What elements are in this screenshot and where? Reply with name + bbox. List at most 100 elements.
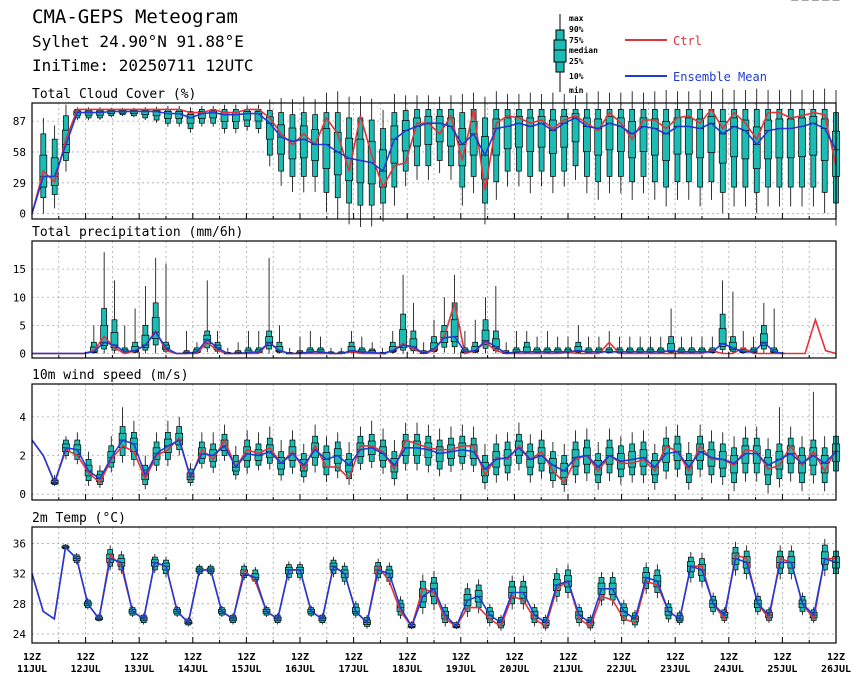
box-25-75 <box>560 115 569 148</box>
box-25-75 <box>639 117 648 152</box>
ctrl-line <box>31 108 837 214</box>
legend: max 90% 75%median 25% 10% min Ctrl Ensemble Mea… <box>553 14 767 95</box>
y-tick-label: 15 <box>13 263 26 276</box>
box-25-75 <box>662 121 670 161</box>
init-time-label: IniTime: 20250711 12UTC <box>32 56 254 75</box>
ensemble-mean-line <box>31 110 837 214</box>
x-date-label: 14JUL <box>178 664 208 675</box>
box-25-75 <box>515 115 523 148</box>
x-date-label: 11JUL <box>17 664 47 675</box>
x-hour-label: 12Z <box>291 652 309 663</box>
x-hour-label: 12Z <box>237 652 255 663</box>
y-tick-label: 4 <box>19 411 26 424</box>
box-25-75 <box>265 336 273 346</box>
x-hour-label: 12Z <box>452 652 470 663</box>
box-25-75 <box>571 113 580 143</box>
legend-label-5: 10% <box>569 72 584 81</box>
y-tick-label: 0 <box>19 488 26 501</box>
y-tick-label: 58 <box>13 146 26 159</box>
x-date-label: 24JUL <box>714 664 744 675</box>
x-date-label: 18JUL <box>392 664 422 675</box>
box-25-75 <box>447 117 455 147</box>
y-tick-label: 36 <box>13 538 26 551</box>
box-25-75 <box>526 117 535 152</box>
box-25-75 <box>764 119 772 160</box>
box-25-75 <box>684 117 693 155</box>
box-25-75 <box>401 120 410 152</box>
panel-1: Total Cloud Cover (%) 0 29 58 87 <box>13 87 840 227</box>
y-tick-label: 10 <box>13 291 26 304</box>
x-hour-label: 12Z <box>666 652 684 663</box>
ensemble-mean-line <box>31 438 837 485</box>
x-hour-label: 12Z <box>720 652 738 663</box>
x-date-label: 16JUL <box>285 664 315 675</box>
legend-ctrl-label: Ctrl <box>673 34 702 48</box>
box-25-75 <box>243 111 252 121</box>
chart-title: CMA-GEPS Meteogram <box>32 6 238 28</box>
box-25-75 <box>730 117 738 158</box>
box-25-75 <box>574 346 583 352</box>
box-25-75 <box>820 118 829 161</box>
x-date-label: 23JUL <box>660 664 690 675</box>
legend-box-inner <box>553 39 567 63</box>
box-25-75 <box>583 117 591 152</box>
ensemble-mean-line <box>32 330 785 355</box>
box-25-75 <box>798 117 806 158</box>
x-hour-label: 12Z <box>23 652 41 663</box>
location-label: Sylhet 24.90°N 91.88°E <box>32 32 244 51</box>
box-25-75 <box>152 110 161 117</box>
box-25-75 <box>164 111 172 119</box>
box-25-75 <box>399 329 407 348</box>
box-25-75 <box>616 117 625 152</box>
box-25-75 <box>231 111 240 122</box>
x-hour-label: 12Z <box>827 652 845 663</box>
box-25-75 <box>759 333 768 346</box>
legend-label-4: 25% <box>569 57 584 66</box>
legend-label-2: 75% <box>569 36 584 45</box>
panel-3: 10m wind speed (m/s) 0 2 4 <box>19 368 840 501</box>
x-hour-label: 12Z <box>613 652 631 663</box>
box-25-75 <box>141 110 150 116</box>
legend-mean-label: Ensemble Mean <box>673 70 767 84</box>
x-date-label: 22JUL <box>607 664 637 675</box>
box-25-75 <box>809 115 818 156</box>
y-tick-label: 0 <box>19 348 26 361</box>
panel-frame <box>31 102 837 220</box>
box-25-75 <box>151 317 160 339</box>
y-tick-label: 0 <box>19 208 26 221</box>
panel-title: 10m wind speed (m/s) <box>32 368 189 383</box>
x-hour-label: 12Z <box>773 652 791 663</box>
box-25-75 <box>277 124 285 155</box>
box-25-75 <box>549 119 557 154</box>
box-25-75 <box>424 115 433 145</box>
box-25-75 <box>50 157 59 186</box>
y-tick-label: 29 <box>13 177 26 190</box>
x-hour-label: 12Z <box>398 652 416 663</box>
panel-2: Total precipitation (mm/6h) 0 5 10 15 <box>13 0 840 361</box>
legend-label-3: median <box>569 45 598 55</box>
x-hour-label: 12Z <box>505 652 523 663</box>
x-date-label: 21JUL <box>553 664 583 675</box>
box-25-75 <box>741 119 750 160</box>
box-25-75 <box>450 319 459 343</box>
x-date-label: 19JUL <box>446 664 476 675</box>
box-25-75 <box>322 128 331 169</box>
ensemble-mean-line <box>31 545 837 629</box>
box-25-75 <box>718 328 727 347</box>
x-axis-labels: 12Z11JUL12Z12JUL12Z13JUL12Z14JUL12Z15JUL… <box>17 652 851 675</box>
y-tick-label: 87 <box>13 115 26 128</box>
panel-title: Total precipitation (mm/6h) <box>32 225 243 240</box>
panel-title: Total Cloud Cover (%) <box>32 87 196 102</box>
box-25-75 <box>275 346 284 352</box>
box-25-75 <box>481 329 490 345</box>
box-25-75 <box>413 117 421 147</box>
x-date-label: 15JUL <box>231 664 261 675</box>
x-hour-label: 12Z <box>130 652 148 663</box>
legend-label-0: max <box>569 14 584 23</box>
box-25-75 <box>471 346 480 352</box>
y-tick-label: 5 <box>19 319 26 332</box>
box-25-75 <box>650 118 659 156</box>
x-date-label: 13JUL <box>124 664 154 675</box>
box-25-75 <box>667 343 675 352</box>
y-tick-label: 28 <box>13 598 26 611</box>
